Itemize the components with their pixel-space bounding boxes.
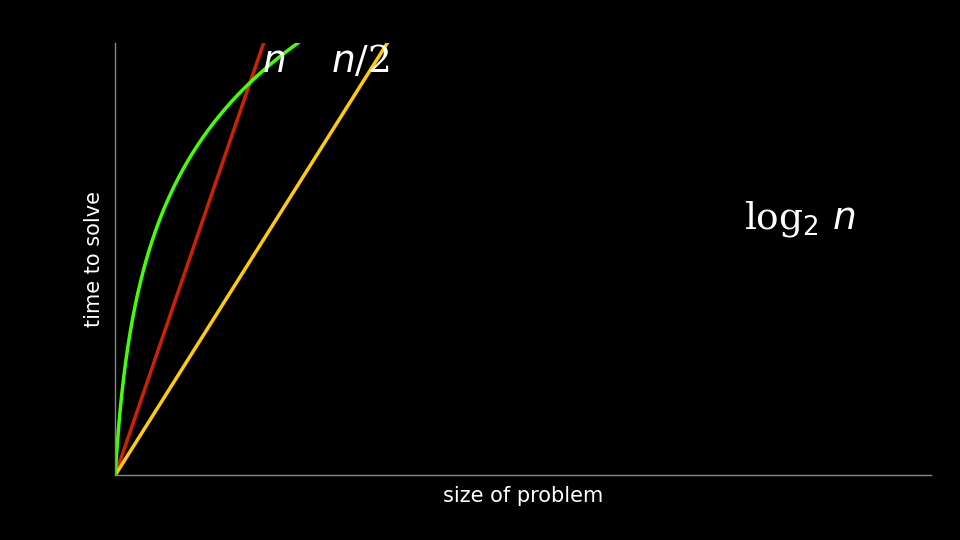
X-axis label: size of problem: size of problem [444, 487, 603, 507]
Y-axis label: time to solve: time to solve [84, 191, 104, 327]
Text: $\it{n}$/2: $\it{n}$/2 [331, 44, 389, 80]
Text: $\it{n}$: $\it{n}$ [262, 44, 285, 80]
Text: log$_2$ $\it{n}$: log$_2$ $\it{n}$ [744, 199, 855, 239]
